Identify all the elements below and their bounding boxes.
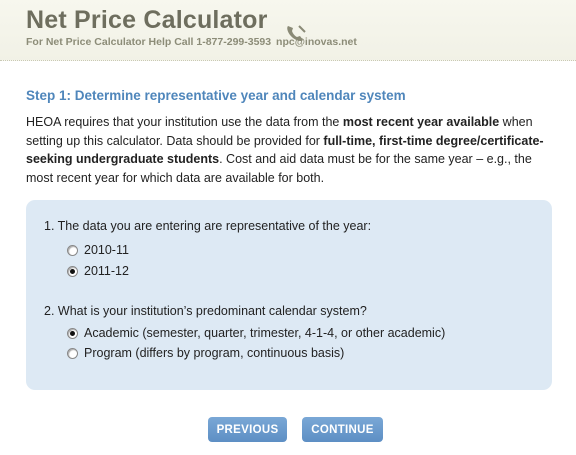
intro-emphasis: full-time, first-time degree/certificate… — [26, 133, 544, 167]
radio-button[interactable] — [67, 347, 78, 359]
option-label: 2011-12 — [84, 264, 129, 278]
radio-button[interactable] — [67, 327, 78, 339]
help-phone-text: For Net Price Calculator Help Call 1-877… — [26, 36, 272, 48]
radio-button[interactable] — [67, 265, 78, 277]
option-label: Program (differs by program, continuous … — [84, 346, 345, 360]
previous-button[interactable]: PREVIOUS — [208, 417, 287, 442]
radio-option-2011-12[interactable]: 2011-12 — [67, 264, 129, 278]
intro-text: HEOA requires that your institution use … — [26, 115, 343, 129]
help-line: For Net Price Calculator Help Call 1-877… — [26, 36, 357, 48]
radio-option-program[interactable]: Program (differs by program, continuous … — [67, 346, 344, 360]
intro-emphasis: most recent year available — [342, 115, 500, 129]
intro-text: when setting up this calculator. Data sh… — [26, 115, 533, 148]
radio-option-academic[interactable]: Academic (semester, quarter, trimester, … — [67, 326, 445, 340]
header: Net Price Calculator For Net Price Calcu… — [0, 0, 576, 61]
help-email[interactable]: npc@inovas.net — [276, 36, 357, 48]
radio-button[interactable] — [67, 244, 78, 256]
option-label: Academic (semester, quarter, trimester, … — [84, 326, 446, 340]
questions-panel: 1. The data you are entering are represe… — [26, 200, 552, 390]
intro-text: . Cost and aid data must be for the same… — [26, 152, 532, 185]
radio-option-2010-11[interactable]: 2010-11 — [67, 243, 129, 257]
question-year-label: 1. The data you are entering are represe… — [44, 219, 372, 233]
continue-button[interactable]: CONTINUE — [302, 417, 383, 442]
option-label: 2010-11 — [84, 243, 129, 257]
app-title: Net Price Calculator — [26, 6, 268, 34]
question-calendar-label: 2. What is your institution’s predominan… — [44, 304, 367, 318]
intro-paragraph: HEOA requires that your institution use … — [26, 113, 556, 187]
phone-icon — [287, 25, 306, 42]
step-title: Step 1: Determine representative year an… — [26, 88, 406, 103]
